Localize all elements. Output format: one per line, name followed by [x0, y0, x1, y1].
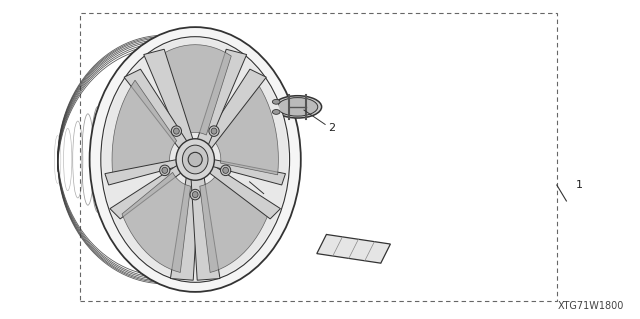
- Polygon shape: [144, 49, 195, 149]
- Polygon shape: [191, 173, 220, 280]
- Polygon shape: [200, 69, 266, 152]
- Ellipse shape: [241, 178, 252, 183]
- Ellipse shape: [159, 165, 170, 175]
- Polygon shape: [112, 80, 177, 175]
- Ellipse shape: [102, 38, 288, 281]
- Ellipse shape: [172, 126, 182, 137]
- Ellipse shape: [278, 98, 318, 116]
- Ellipse shape: [90, 27, 301, 292]
- Polygon shape: [214, 80, 278, 175]
- Text: XTG71W1800: XTG71W1800: [557, 301, 624, 311]
- Polygon shape: [122, 172, 191, 272]
- Ellipse shape: [223, 167, 228, 173]
- Polygon shape: [105, 159, 184, 185]
- Polygon shape: [204, 163, 280, 219]
- Ellipse shape: [192, 191, 198, 197]
- Ellipse shape: [237, 176, 255, 185]
- Ellipse shape: [273, 109, 280, 114]
- Ellipse shape: [211, 128, 217, 134]
- Ellipse shape: [188, 152, 202, 167]
- Polygon shape: [200, 172, 268, 272]
- Text: 1: 1: [576, 180, 583, 190]
- Polygon shape: [170, 173, 200, 280]
- Ellipse shape: [209, 126, 219, 137]
- Ellipse shape: [190, 189, 200, 200]
- Text: 2: 2: [328, 122, 335, 133]
- Ellipse shape: [176, 139, 214, 180]
- Polygon shape: [195, 49, 246, 149]
- Polygon shape: [124, 69, 191, 152]
- Ellipse shape: [173, 128, 179, 134]
- Bar: [80, 13, 557, 301]
- Polygon shape: [159, 45, 231, 135]
- Polygon shape: [207, 159, 285, 185]
- Polygon shape: [110, 163, 187, 219]
- Ellipse shape: [162, 167, 168, 173]
- Ellipse shape: [221, 165, 231, 175]
- Ellipse shape: [101, 37, 289, 282]
- Ellipse shape: [274, 96, 322, 118]
- Text: 3: 3: [267, 192, 274, 202]
- Ellipse shape: [273, 100, 280, 104]
- Polygon shape: [317, 234, 390, 263]
- Ellipse shape: [182, 145, 208, 174]
